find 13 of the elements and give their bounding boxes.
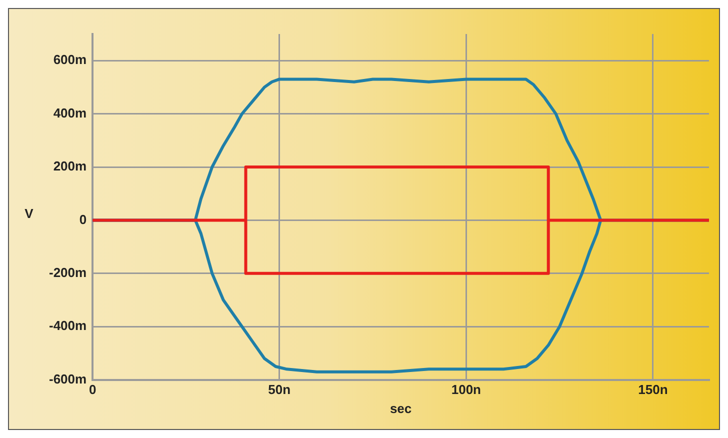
- y-tick-label: 400m: [53, 105, 87, 120]
- y-tick-label: 600m: [53, 52, 87, 68]
- y-tick-label: 200m: [53, 158, 87, 174]
- x-tick-label: 150n: [638, 382, 668, 398]
- y-tick-label: 0: [79, 212, 87, 227]
- y-axis-title: V: [24, 206, 34, 221]
- y-tick-label: -600m: [49, 371, 87, 386]
- x-tick-label: 100n: [451, 382, 482, 398]
- x-tick-label: 0: [88, 382, 96, 398]
- x-axis-title: sec: [390, 400, 412, 416]
- y-tick-label: -400m: [49, 318, 87, 334]
- y-tick-label: -200m: [49, 264, 87, 280]
- x-tick-label: 50n: [268, 382, 291, 398]
